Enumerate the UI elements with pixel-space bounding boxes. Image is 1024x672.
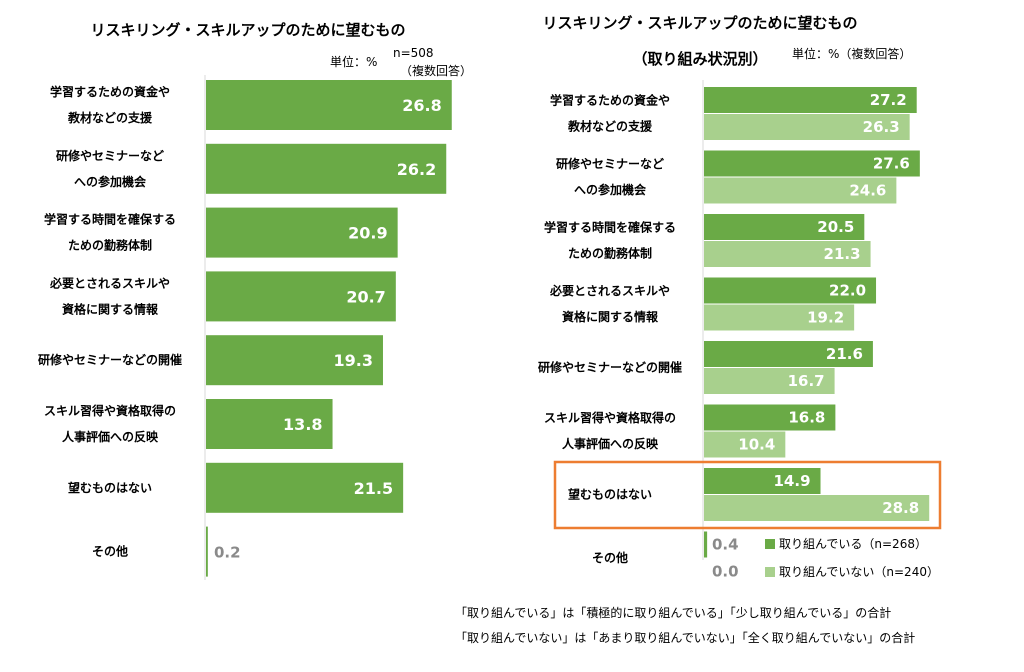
right-category-label: 必要とされるスキルや [549, 283, 670, 298]
right-category-label: 望むものはない [568, 487, 652, 502]
left-category-label: 教材などの支援 [67, 110, 153, 125]
left-category-label: 人事評価への反映 [62, 429, 159, 444]
left-bar [206, 207, 398, 258]
right-bar [704, 468, 821, 494]
right-value-label: 0.4 [712, 536, 739, 554]
right-bar [704, 214, 865, 240]
right-bar [704, 404, 836, 431]
right-bar [704, 531, 708, 558]
right-chart-subtitle: （取り組み状況別） [632, 50, 767, 68]
legend-swatch-engaged [765, 539, 775, 549]
left-value-label: 13.8 [283, 415, 322, 434]
left-value-label: 19.3 [333, 351, 372, 370]
left-value-label: 20.9 [348, 224, 387, 243]
right-value-label: 22.0 [829, 282, 866, 300]
legend-label-not-engaged: 取り組んでいない（n=240） [779, 565, 939, 579]
right-bar [704, 304, 855, 331]
right-bar [704, 177, 897, 204]
right-bar [704, 368, 835, 394]
right-chart-title: リスキリング・スキルアップのために望むもの [542, 14, 857, 32]
legend-label-engaged: 取り組んでいる（n=268） [779, 537, 927, 551]
right-value-label: 21.6 [826, 345, 863, 363]
right-category-label: その他 [592, 550, 628, 565]
right-category-label: 人事評価への反映 [562, 436, 659, 451]
right-bar [704, 114, 910, 140]
right-category-label: 研修やセミナーなどの開催 [538, 360, 682, 375]
right-category-label: スキル習得や資格取得の [544, 410, 676, 425]
left-category-label: 必要とされるスキルや [49, 275, 170, 290]
right-category-label: 学習するための資金や [550, 93, 670, 108]
right-bar [704, 277, 877, 304]
left-chart-sample: n=508 [393, 46, 434, 60]
right-value-label: 10.4 [738, 436, 775, 454]
right-category-label: 学習する時間を確保する [544, 220, 676, 235]
left-category-label: 学習する時間を確保する [44, 212, 176, 227]
right-value-label: 28.8 [882, 499, 919, 517]
left-chart-note: （複数回答） [400, 63, 472, 78]
right-value-label: 16.8 [788, 409, 825, 427]
right-bar [704, 495, 930, 521]
right-category-label: 教材などの支援 [567, 119, 653, 134]
left-category-label: 資格に関する情報 [62, 301, 159, 316]
left-bar [206, 143, 447, 194]
right-bar [704, 241, 871, 267]
right-value-label: 16.7 [788, 372, 825, 390]
highlight-box [553, 460, 942, 530]
left-value-label: 26.2 [397, 160, 436, 179]
legend: 取り組んでいる（n=268） 取り組んでいない（n=240） [765, 537, 939, 579]
legend-swatch-not-engaged [765, 567, 775, 577]
right-value-label: 21.3 [824, 245, 861, 263]
left-category-label: への参加機会 [74, 174, 147, 189]
left-category-label: 研修やセミナーなど [56, 148, 164, 163]
left-value-label: 0.2 [214, 544, 241, 562]
left-value-label: 21.5 [354, 479, 393, 498]
right-value-label: 20.5 [817, 218, 854, 236]
left-category-label: スキル習得や資格取得の [44, 403, 176, 418]
right-bar [704, 431, 786, 458]
left-bar [206, 335, 383, 386]
left-category-label: 研修やセミナーなどの開催 [38, 352, 182, 367]
right-value-label: 19.2 [807, 309, 844, 327]
left-bar [206, 271, 396, 322]
left-category-label: その他 [92, 544, 128, 559]
right-category-label: 資格に関する情報 [562, 309, 659, 324]
left-bar [206, 399, 333, 449]
left-chart-unit: 単位：% [330, 54, 377, 69]
footnote-1: 「取り組んでいる」は「積極的に取り組んでいる」「少し取り組んでいる」の合計 [455, 605, 891, 620]
left-category-label: ための勤務体制 [68, 238, 152, 253]
left-chart-title: リスキリング・スキルアップのために望むもの [90, 21, 405, 39]
left-category-label: 学習するための資金や [50, 84, 170, 99]
right-value-label: 24.6 [849, 182, 886, 200]
right-value-label: 0.0 [712, 563, 739, 581]
right-category-label: ための勤務体制 [568, 246, 652, 261]
right-bar [704, 150, 920, 177]
right-value-label: 27.2 [870, 91, 907, 109]
left-value-label: 20.7 [346, 287, 385, 306]
left-bar [206, 462, 404, 513]
right-category-label: への参加機会 [574, 182, 647, 197]
right-chart-unit: 単位：%（複数回答） [792, 46, 911, 61]
left-bar [206, 526, 208, 577]
left-bar [206, 80, 452, 130]
left-value-label: 26.8 [402, 96, 441, 115]
right-bar [704, 87, 917, 113]
right-bar [704, 341, 873, 367]
right-category-label: 研修やセミナーなど [556, 156, 664, 171]
footnote-2: 「取り組んでいない」は「あまり取り組んでいない」「全く取り組んでいない」の合計 [455, 630, 915, 645]
right-value-label: 26.3 [863, 118, 900, 136]
right-value-label: 27.6 [873, 155, 910, 173]
right-value-label: 14.9 [774, 472, 811, 490]
left-category-label: 望むものはない [68, 480, 152, 495]
